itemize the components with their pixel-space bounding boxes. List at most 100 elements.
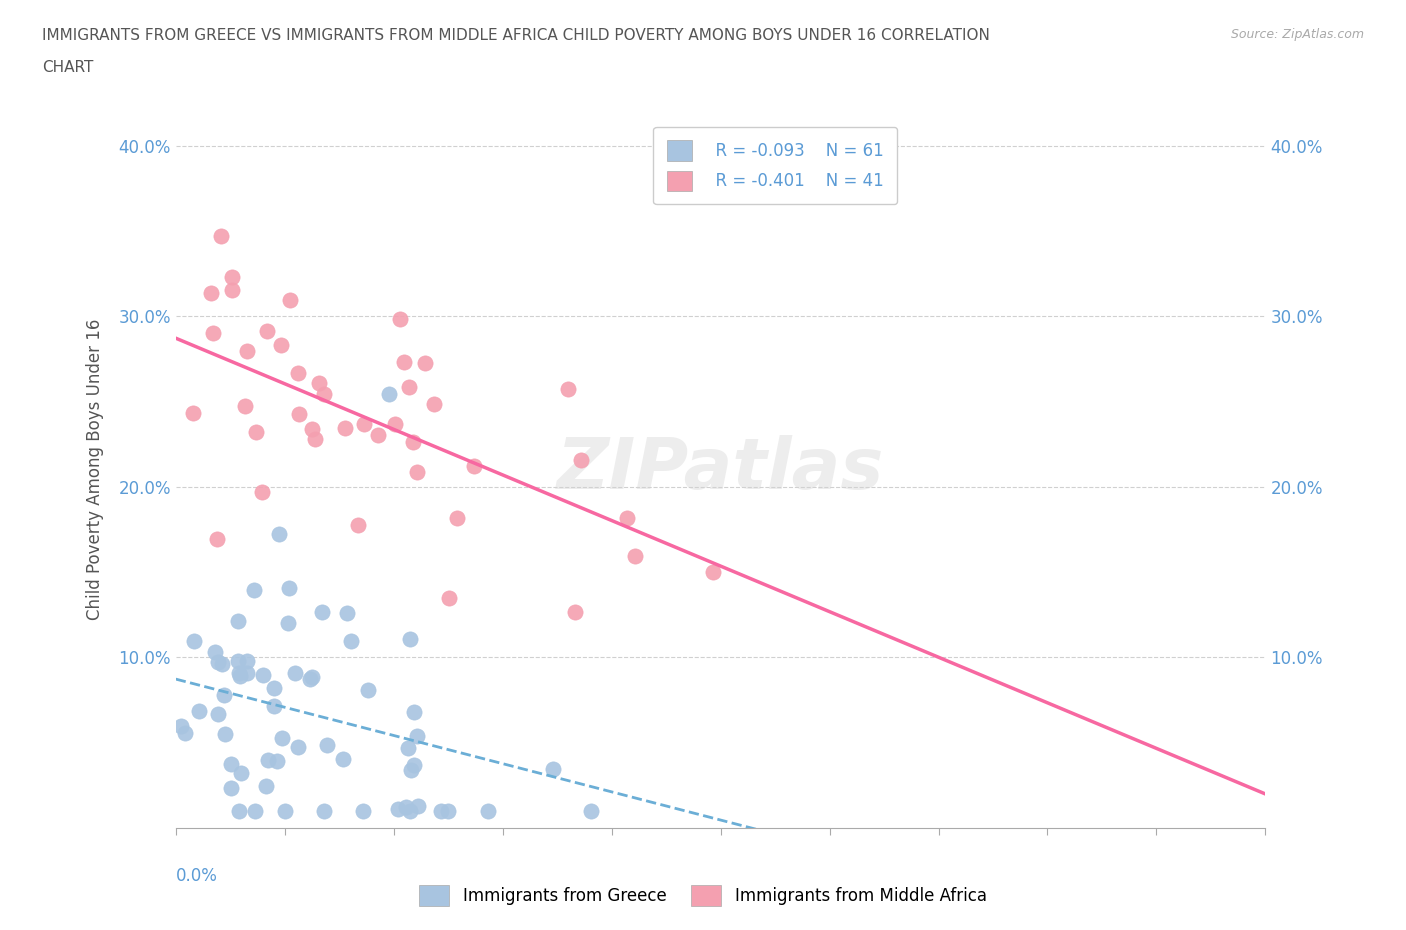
Point xyxy=(367,427,389,442)
Point xyxy=(228,666,250,681)
Point xyxy=(278,293,301,308)
Point xyxy=(284,666,307,681)
Point xyxy=(384,417,406,432)
Point xyxy=(311,605,333,620)
Point xyxy=(236,343,259,358)
Point xyxy=(304,432,326,446)
Point xyxy=(250,485,273,499)
Point xyxy=(277,615,299,630)
Point xyxy=(430,804,453,818)
Point xyxy=(207,532,229,547)
Point xyxy=(437,804,460,818)
Point xyxy=(270,338,292,352)
Point xyxy=(352,804,374,818)
Y-axis label: Child Poverty Among Boys Under 16: Child Poverty Among Boys Under 16 xyxy=(87,319,104,620)
Point xyxy=(301,421,323,436)
Point xyxy=(557,381,579,396)
Point xyxy=(623,549,645,564)
Point xyxy=(402,757,425,772)
Text: IMMIGRANTS FROM GREECE VS IMMIGRANTS FROM MIDDLE AFRICA CHILD POVERTY AMONG BOYS: IMMIGRANTS FROM GREECE VS IMMIGRANTS FRO… xyxy=(42,28,990,43)
Point xyxy=(233,399,256,414)
Point xyxy=(477,804,499,818)
Point xyxy=(402,704,425,719)
Point xyxy=(170,719,193,734)
Point xyxy=(332,751,354,766)
Point xyxy=(378,387,401,402)
Point xyxy=(229,765,252,780)
Point xyxy=(263,698,285,713)
Point xyxy=(219,757,242,772)
Point xyxy=(183,405,205,420)
Point xyxy=(257,752,280,767)
Text: CHART: CHART xyxy=(42,60,94,75)
Point xyxy=(269,526,291,541)
Point xyxy=(312,804,335,818)
Text: Source: ZipAtlas.com: Source: ZipAtlas.com xyxy=(1230,28,1364,41)
Point xyxy=(207,655,229,670)
Point xyxy=(201,326,224,340)
Point xyxy=(339,633,361,648)
Text: 0.0%: 0.0% xyxy=(176,867,218,885)
Point xyxy=(226,614,249,629)
Point xyxy=(256,324,278,339)
Point xyxy=(398,379,420,394)
Point xyxy=(408,798,430,813)
Point xyxy=(266,753,288,768)
Point xyxy=(183,633,205,648)
Point xyxy=(402,435,425,450)
Point xyxy=(446,511,468,525)
Point xyxy=(252,668,274,683)
Point xyxy=(187,703,209,718)
Point xyxy=(204,645,226,660)
Point xyxy=(209,229,232,244)
Point xyxy=(399,804,422,818)
Point xyxy=(229,669,252,684)
Point xyxy=(398,631,420,646)
Point xyxy=(301,669,323,684)
Point xyxy=(221,270,243,285)
Point xyxy=(314,387,336,402)
Point xyxy=(274,804,297,818)
Point xyxy=(336,605,359,620)
Point xyxy=(395,799,418,814)
Point xyxy=(357,682,380,697)
Point xyxy=(399,762,422,777)
Point xyxy=(243,582,266,597)
Point xyxy=(581,804,603,818)
Point xyxy=(200,286,222,300)
Point xyxy=(207,707,229,722)
Point xyxy=(212,687,235,702)
Point xyxy=(415,355,437,370)
Point xyxy=(405,465,427,480)
Point xyxy=(299,671,322,686)
Point xyxy=(226,653,249,668)
Point xyxy=(422,397,444,412)
Point xyxy=(405,729,427,744)
Point xyxy=(333,420,356,435)
Legend:   R = -0.093    N = 61,   R = -0.401    N = 41: R = -0.093 N = 61, R = -0.401 N = 41 xyxy=(654,127,897,205)
Point xyxy=(287,365,309,380)
Point xyxy=(211,657,233,671)
Point xyxy=(221,283,243,298)
Point xyxy=(287,407,309,422)
Point xyxy=(396,740,419,755)
Point xyxy=(245,804,267,818)
Point xyxy=(235,666,257,681)
Point xyxy=(235,653,257,668)
Point xyxy=(463,458,485,473)
Point xyxy=(389,312,412,326)
Point xyxy=(702,565,724,579)
Point xyxy=(569,452,592,467)
Point xyxy=(616,510,638,525)
Point xyxy=(392,355,415,370)
Point xyxy=(278,580,301,595)
Point xyxy=(353,417,375,432)
Point xyxy=(541,762,564,777)
Point xyxy=(271,731,294,746)
Point xyxy=(564,604,586,619)
Point xyxy=(387,802,409,817)
Point xyxy=(347,518,370,533)
Text: ZIPatlas: ZIPatlas xyxy=(557,435,884,504)
Point xyxy=(308,376,330,391)
Point xyxy=(228,804,250,818)
